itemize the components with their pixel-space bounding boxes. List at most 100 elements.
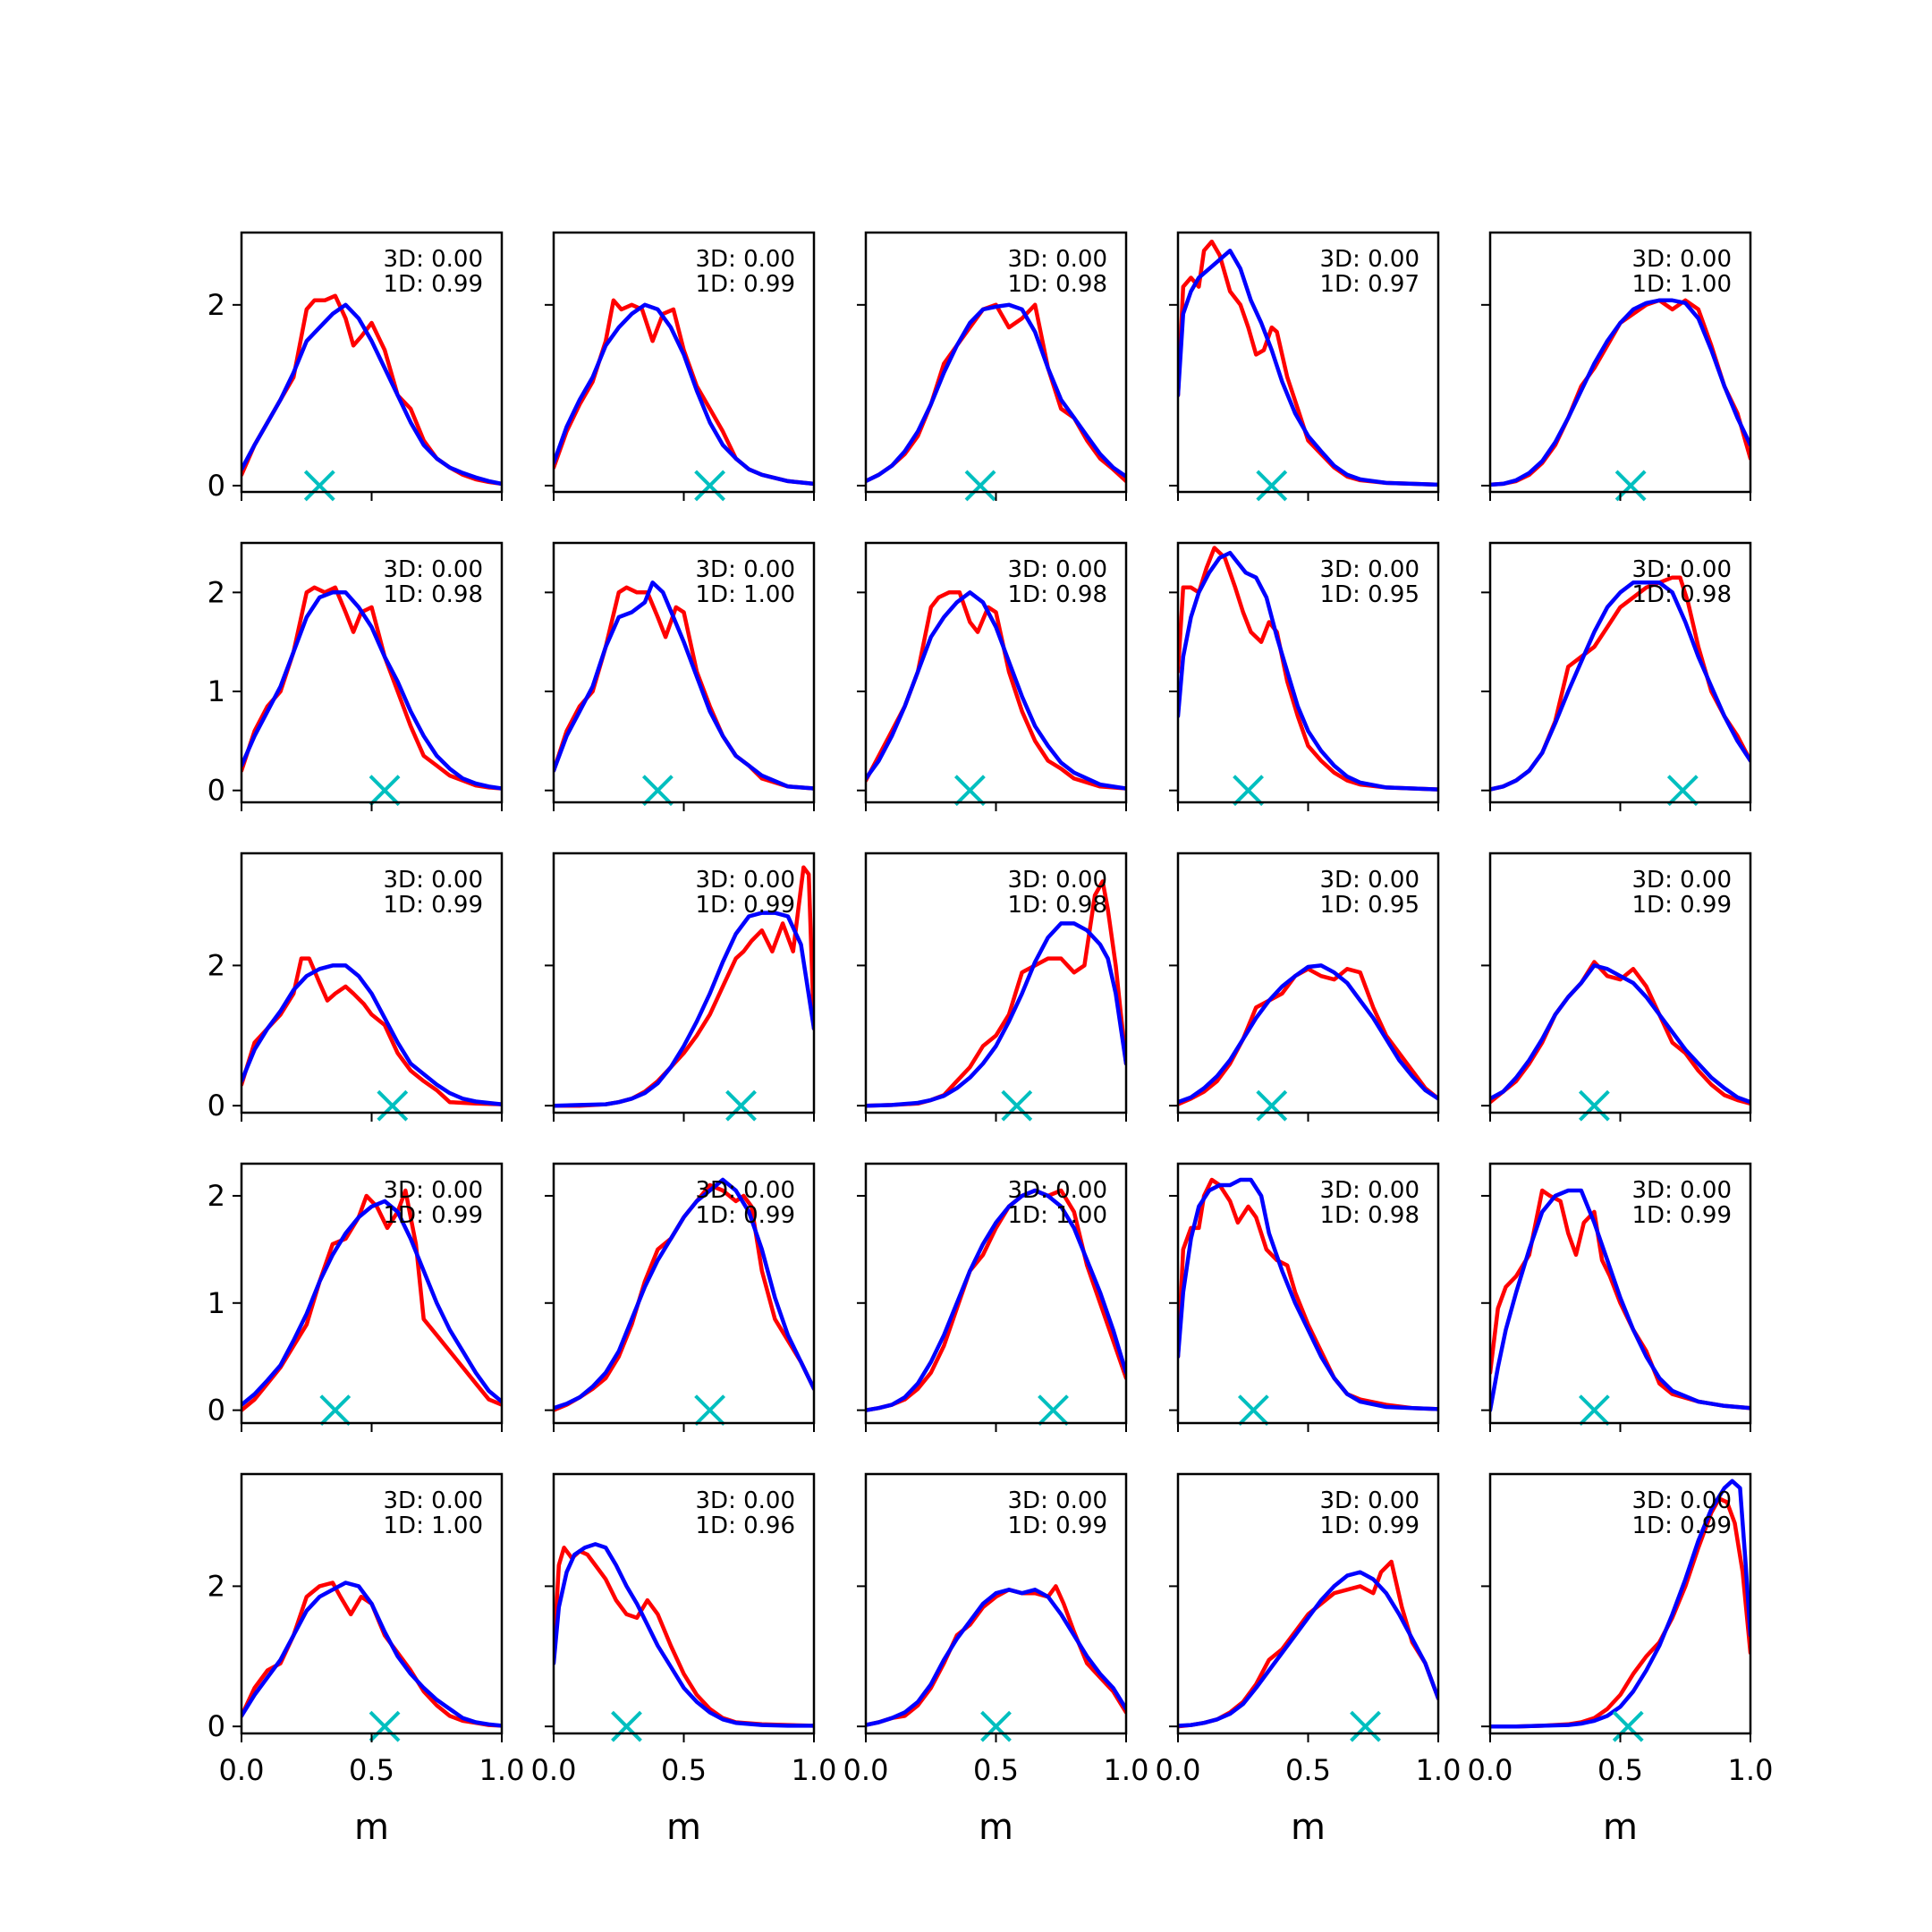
annotation-3d: 3D: 0.00 <box>696 867 795 894</box>
x-tick-label: 0.5 <box>1597 1753 1643 1787</box>
blue-series-line <box>1178 1570 1438 1728</box>
x-marker <box>1233 775 1264 807</box>
red-series-line <box>1178 967 1438 1106</box>
blue-series-line <box>866 921 1126 1108</box>
annotation-3d: 3D: 0.00 <box>1008 867 1107 894</box>
annotation-1d: 1D: 0.99 <box>696 892 795 919</box>
annotation-3d: 3D: 0.00 <box>696 1177 795 1204</box>
y-tick-label: 2 <box>208 1179 225 1213</box>
x-marker <box>1578 1089 1610 1122</box>
x-marker <box>377 1089 409 1122</box>
annotation-1d: 1D: 0.99 <box>384 1202 483 1229</box>
annotation-3d: 3D: 0.00 <box>1320 1177 1419 1204</box>
blue-series-line <box>1178 248 1438 487</box>
annotation-1d: 1D: 0.98 <box>1320 1202 1419 1229</box>
blue-series-line <box>554 911 814 1108</box>
blue-series-line <box>554 302 814 487</box>
blue-series-line <box>866 1588 1126 1727</box>
x-marker <box>1350 1710 1381 1742</box>
annotation-1d: 1D: 1.00 <box>384 1513 483 1539</box>
annotation-3d: 3D: 0.00 <box>1632 1177 1732 1204</box>
annotation-1d: 1D: 0.98 <box>1008 581 1107 608</box>
annotation-3d: 3D: 0.00 <box>696 246 795 273</box>
x-marker <box>641 775 674 807</box>
blue-series-line <box>242 1580 502 1728</box>
x-tick-label: 0.5 <box>1285 1753 1331 1787</box>
y-tick-label: 0 <box>208 1709 225 1743</box>
y-tick-label: 0 <box>208 1089 225 1123</box>
blue-series-line <box>242 963 502 1106</box>
x-marker <box>1612 1710 1644 1742</box>
annotation-3d: 3D: 0.00 <box>384 867 483 894</box>
x-axis-label: m <box>1291 1807 1326 1848</box>
annotation-3d: 3D: 0.00 <box>384 556 483 583</box>
blue-series-line <box>1490 580 1750 792</box>
red-series-line <box>1178 546 1438 792</box>
blue-series-line <box>554 580 814 791</box>
red-series-line <box>554 1546 814 1728</box>
x-tick-label: 0.0 <box>531 1753 577 1787</box>
blue-series-line <box>1178 963 1438 1105</box>
x-marker <box>611 1710 642 1742</box>
annotation-3d: 3D: 0.00 <box>1008 1487 1107 1514</box>
x-tick-label: 1.0 <box>792 1753 837 1787</box>
x-tick-label: 0.0 <box>219 1753 265 1787</box>
x-marker <box>980 1710 1012 1742</box>
annotation-1d: 1D: 0.99 <box>1320 1513 1419 1539</box>
annotation-1d: 1D: 0.99 <box>1632 1513 1732 1539</box>
annotation-1d: 1D: 0.99 <box>696 1202 795 1229</box>
annotation-1d: 1D: 1.00 <box>1632 271 1732 298</box>
annotation-1d: 1D: 1.00 <box>696 581 795 608</box>
annotation-3d: 3D: 0.00 <box>1320 246 1419 273</box>
blue-series-line <box>554 1542 814 1728</box>
annotation-1d: 1D: 0.98 <box>1632 581 1732 608</box>
annotation-3d: 3D: 0.00 <box>1632 246 1732 273</box>
blue-series-line <box>1490 963 1750 1105</box>
annotation-1d: 1D: 1.00 <box>1008 1202 1107 1229</box>
y-tick-label: 0 <box>208 469 225 503</box>
x-marker <box>725 1089 757 1122</box>
blue-series-line <box>1490 1479 1750 1729</box>
x-marker <box>369 1710 401 1742</box>
x-marker <box>964 470 996 502</box>
red-series-line <box>866 302 1126 484</box>
red-series-line <box>554 298 814 487</box>
x-marker <box>369 775 401 807</box>
annotation-3d: 3D: 0.00 <box>1632 867 1732 894</box>
x-marker <box>1001 1089 1033 1122</box>
annotation-1d: 1D: 0.99 <box>696 271 795 298</box>
y-tick-label: 2 <box>208 948 225 982</box>
annotation-1d: 1D: 0.98 <box>384 581 483 608</box>
x-tick-label: 0.0 <box>1156 1753 1201 1787</box>
blue-series-line <box>866 590 1126 791</box>
annotation-3d: 3D: 0.00 <box>384 1177 483 1204</box>
x-tick-label: 1.0 <box>1728 1753 1774 1787</box>
x-axis-label: m <box>354 1807 389 1848</box>
annotation-3d: 3D: 0.00 <box>384 1487 483 1514</box>
annotation-3d: 3D: 0.00 <box>1008 246 1107 273</box>
blue-series-line <box>1490 298 1750 487</box>
annotation-3d: 3D: 0.00 <box>696 1487 795 1514</box>
x-tick-label: 1.0 <box>1104 1753 1149 1787</box>
annotation-3d: 3D: 0.00 <box>1320 867 1419 894</box>
annotation-1d: 1D: 0.98 <box>1008 892 1107 919</box>
y-tick-label: 2 <box>208 288 225 322</box>
x-tick-label: 0.0 <box>843 1753 889 1787</box>
x-tick-label: 0.5 <box>973 1753 1019 1787</box>
y-tick-label: 2 <box>208 1569 225 1603</box>
annotation-3d: 3D: 0.00 <box>696 556 795 583</box>
annotation-3d: 3D: 0.00 <box>1320 556 1419 583</box>
x-marker <box>1038 1394 1069 1427</box>
